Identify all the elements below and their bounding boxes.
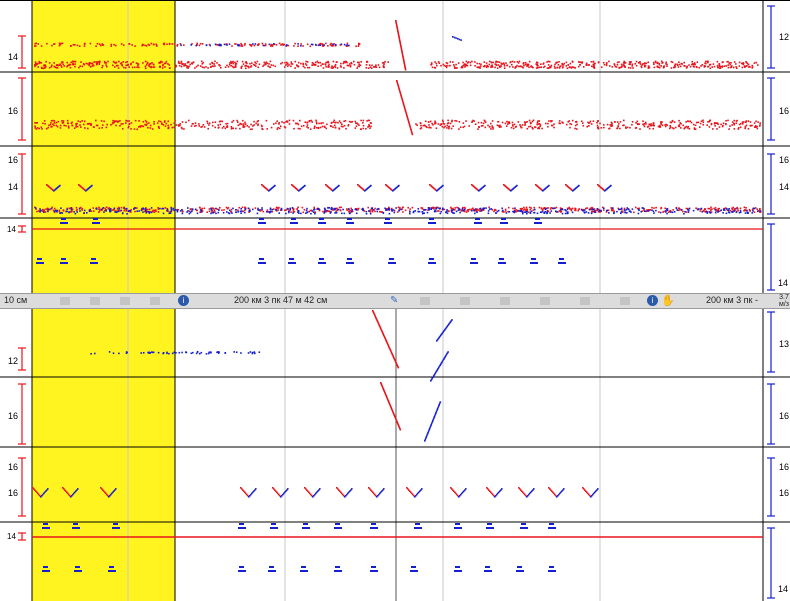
hand-icon[interactable]: ✋ (661, 295, 675, 307)
bottom-ch2-right-label: 16 (779, 411, 789, 421)
signal-points (32, 20, 763, 572)
bottom-ch3-right-label-b: 16 (779, 488, 789, 498)
status-bar: 10 см i 200 км 3 пк 47 м 42 см ✎ i ✋ 200… (0, 293, 790, 309)
speed-unit: м/з (779, 301, 789, 308)
scale-readout: 10 см (4, 295, 28, 305)
end-position-readout: 200 км 3 пк - (706, 295, 758, 305)
speed-value: 3.7 (779, 294, 789, 301)
bottom-ch3-right-label-a: 16 (779, 462, 789, 472)
top-ch3-left-label-b: 14 (8, 182, 18, 192)
highlight-zone-bottom (32, 308, 175, 601)
top-ch1-left-label: 14 (8, 52, 18, 62)
info-icon[interactable]: i (178, 295, 189, 306)
top-ch2-left-label: 16 (8, 106, 18, 116)
bottom-ch3-left-label-b: 16 (8, 488, 18, 498)
top-ch3-right-label-b: 14 (779, 182, 789, 192)
top-ch3-left-label-a: 16 (8, 155, 18, 165)
position-readout: 200 км 3 пк 47 м 42 см (234, 295, 328, 305)
bottom-ch1-left-label: 12 (8, 356, 18, 366)
info-icon[interactable]: i (647, 295, 658, 306)
bottom-ch1-right-label: 13 (779, 339, 789, 349)
bottom-ch4-right-label: 14 (778, 584, 788, 594)
pencil-icon[interactable]: ✎ (390, 295, 399, 306)
top-ch4-left-label: 14 (7, 225, 16, 234)
top-ch1-right-label: 12 (779, 32, 789, 42)
top-ch2-right-label: 16 (779, 106, 789, 116)
bottom-ch3-left-label-a: 16 (8, 462, 18, 472)
bottom-ch2-left-label: 16 (8, 411, 18, 421)
channel-labels: 14 16 16 14 14 12 16 16 14 14 12 16 16 1… (7, 32, 789, 594)
top-ch3-right-label-a: 16 (779, 155, 789, 165)
speed-readout: 3.7 м/з (779, 294, 789, 308)
bottom-ch4-left-label: 14 (7, 532, 16, 541)
top-ch4-right-label: 14 (778, 278, 788, 288)
